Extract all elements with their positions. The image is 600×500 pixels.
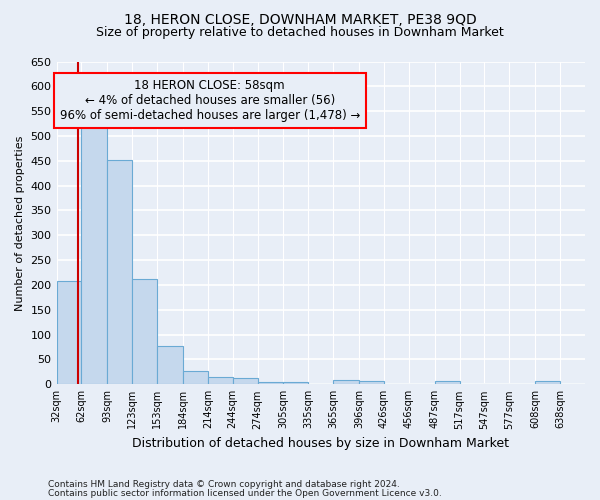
Y-axis label: Number of detached properties: Number of detached properties: [15, 135, 25, 310]
Bar: [359, 382, 384, 384]
X-axis label: Distribution of detached houses by size in Downham Market: Distribution of detached houses by size …: [132, 437, 509, 450]
Text: 18 HERON CLOSE: 58sqm
← 4% of detached houses are smaller (56)
96% of semi-detac: 18 HERON CLOSE: 58sqm ← 4% of detached h…: [59, 79, 360, 122]
Bar: [333, 380, 359, 384]
Text: 18, HERON CLOSE, DOWNHAM MARKET, PE38 9QD: 18, HERON CLOSE, DOWNHAM MARKET, PE38 9Q…: [124, 12, 476, 26]
Bar: [233, 378, 257, 384]
Text: Contains HM Land Registry data © Crown copyright and database right 2024.: Contains HM Land Registry data © Crown c…: [48, 480, 400, 489]
Bar: [535, 382, 560, 384]
Bar: [56, 281, 82, 384]
Text: Contains public sector information licensed under the Open Government Licence v3: Contains public sector information licen…: [48, 489, 442, 498]
Bar: [157, 346, 183, 385]
Bar: [183, 372, 208, 384]
Bar: [434, 382, 460, 384]
Bar: [283, 382, 308, 384]
Bar: [82, 120, 107, 384]
Bar: [208, 377, 233, 384]
Bar: [107, 160, 132, 384]
Bar: [132, 279, 157, 384]
Text: Size of property relative to detached houses in Downham Market: Size of property relative to detached ho…: [96, 26, 504, 39]
Bar: [257, 382, 283, 384]
